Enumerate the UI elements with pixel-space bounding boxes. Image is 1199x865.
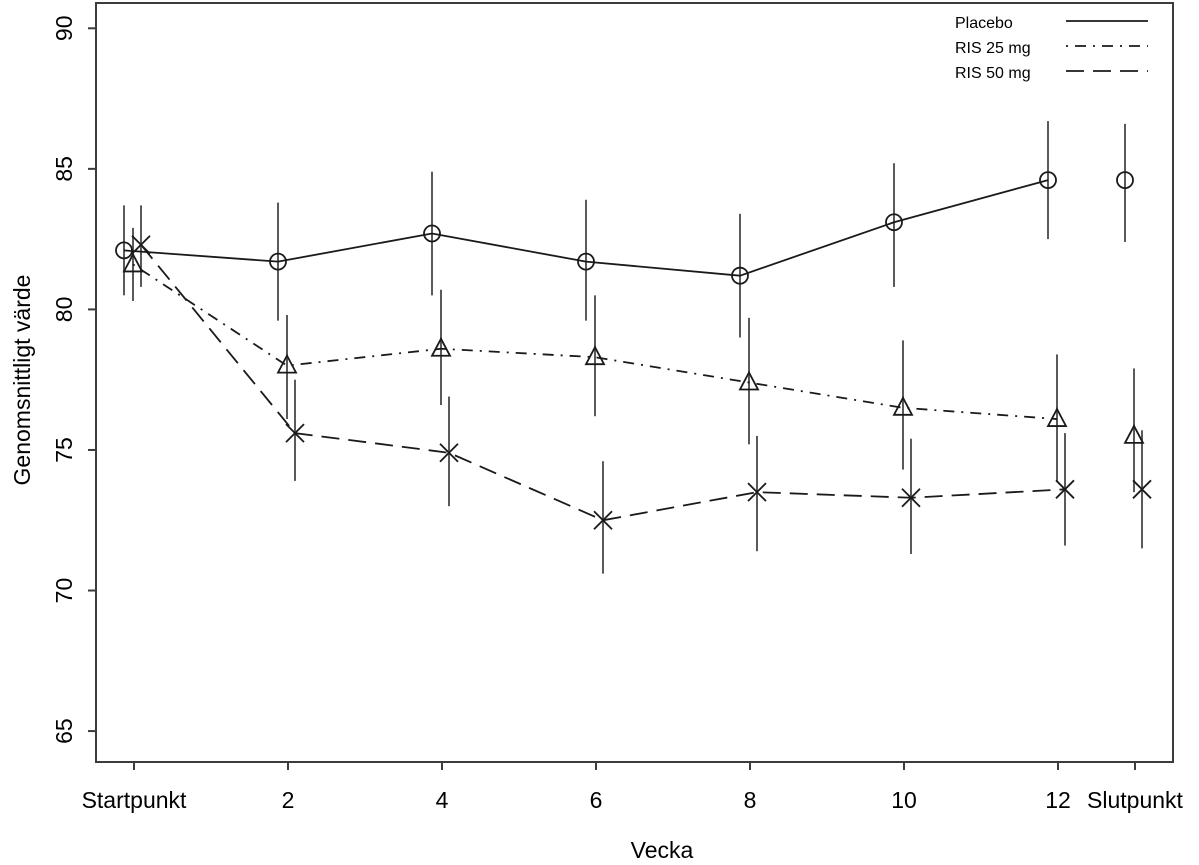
- y-axis-tick-label: 75: [51, 437, 77, 463]
- marker-circle-placebo: [1116, 171, 1134, 190]
- legend-label-ris-25-mg: RIS 25 mg: [955, 40, 1031, 57]
- x-axis-tick-label: 2: [282, 787, 295, 813]
- legend: Placebo RIS 25 mg RIS 50 mg: [955, 15, 1148, 82]
- marker-triangle-ris-25-mg: [430, 336, 452, 357]
- marker-triangle-ris-25-mg: [276, 353, 298, 374]
- x-axis-tick-label: 8: [744, 787, 757, 813]
- y-axis: 65 70 75 80 85 90: [51, 16, 96, 744]
- x-axis-tick-label: 10: [891, 787, 917, 813]
- y-axis-tick-label: 85: [51, 156, 77, 182]
- marker-x-ris-50-mg: [593, 510, 613, 530]
- x-axis: Startpunkt 2 4 6 8 10 12 Slutpunkt: [82, 762, 1184, 813]
- series-line-placebo: [123, 179, 1049, 277]
- marker-triangle-ris-25-mg: [584, 345, 606, 366]
- marker-triangle-ris-25-mg: [1123, 423, 1145, 444]
- marker-circle-placebo: [115, 241, 133, 260]
- legend-label-ris-50-mg: RIS 50 mg: [955, 65, 1031, 82]
- x-axis-tick-label: 6: [590, 787, 603, 813]
- marker-x-ris-50-mg: [747, 482, 767, 502]
- marker-circle-placebo: [885, 213, 903, 232]
- y-axis-tick-label: 90: [51, 16, 77, 42]
- plot-border: [95, 2, 1174, 763]
- marker-x-ris-50-mg: [1055, 479, 1075, 499]
- marker-x-ris-50-mg: [901, 488, 921, 508]
- marker-x-ris-50-mg: [285, 423, 305, 443]
- y-axis-tick-label: 65: [51, 718, 77, 744]
- marker-triangle-ris-25-mg: [1046, 407, 1068, 427]
- x-axis-tick-label: Slutpunkt: [1087, 787, 1184, 813]
- markers-layer: [115, 171, 1152, 530]
- marker-triangle-ris-25-mg: [892, 395, 914, 416]
- marker-triangle-ris-25-mg: [738, 370, 760, 391]
- marker-x-ris-50-mg: [131, 235, 151, 255]
- marker-circle-placebo: [423, 224, 441, 243]
- marker-x-ris-50-mg: [439, 443, 459, 463]
- y-axis-tick-label: 80: [51, 297, 77, 323]
- y-axis-title: Genomsnittligt värde: [9, 275, 35, 486]
- marker-x-ris-50-mg: [1132, 479, 1152, 499]
- marker-triangle-ris-25-mg: [122, 252, 144, 273]
- x-axis-tick-label: 12: [1045, 787, 1071, 813]
- marker-circle-placebo: [1039, 171, 1057, 190]
- legend-label-placebo: Placebo: [955, 15, 1013, 32]
- marker-circle-placebo: [269, 252, 287, 271]
- x-axis-tick-label: Startpunkt: [82, 787, 187, 813]
- y-axis-tick-label: 70: [51, 578, 77, 604]
- x-axis-title: Vecka: [631, 837, 694, 863]
- marker-circle-placebo: [731, 266, 749, 285]
- x-axis-tick-label: 4: [436, 787, 449, 813]
- error-bars-layer: [123, 121, 1143, 574]
- marker-circle-placebo: [577, 252, 595, 271]
